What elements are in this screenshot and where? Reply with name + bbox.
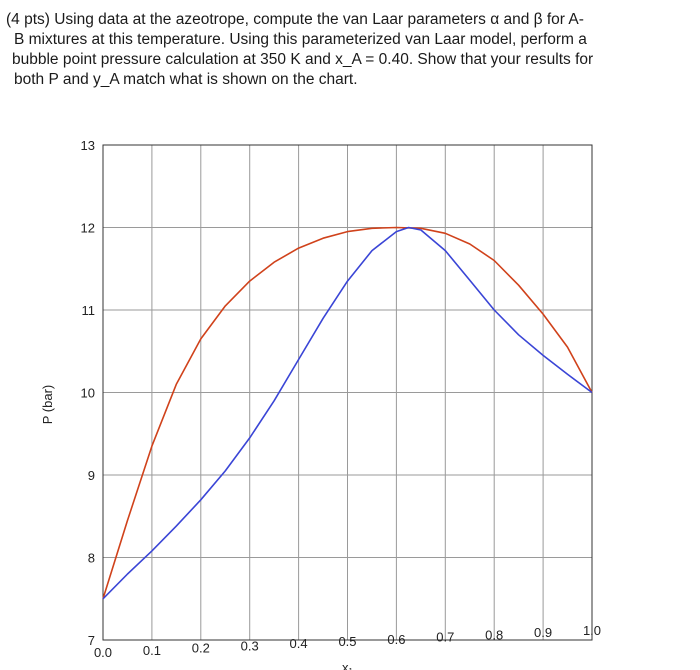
x-tick-label: 0.1 bbox=[143, 643, 161, 658]
x-tick-label: 0.6 bbox=[387, 632, 405, 647]
question-line-4: both P and y_A match what is shown on th… bbox=[14, 71, 358, 88]
y-tick-label: 10 bbox=[81, 386, 95, 401]
x-tick-label: 0.0 bbox=[94, 645, 112, 660]
series bbox=[102, 226, 593, 600]
tick-labels: 0.0 0.1 0.2 0.3 0.4 0.5 0.6 0.7 0.8 0.9 1.0 7 8 9 10 11… bbox=[81, 138, 602, 660]
y-tick-label: 12 bbox=[81, 221, 95, 236]
x-axis-label: x₁ bbox=[342, 660, 354, 670]
question-text: (4 pts) Using data at the azeotrope, com… bbox=[6, 10, 696, 90]
question-line-1: (4 pts) Using data at the azeotrope, com… bbox=[6, 11, 584, 28]
x-tick-label: 0.4 bbox=[290, 636, 308, 651]
y-tick-label: 7 bbox=[88, 633, 95, 648]
y-tick-label: 11 bbox=[82, 303, 96, 318]
x-tick-label: 1.0 bbox=[583, 623, 601, 638]
y-tick-label: 9 bbox=[88, 468, 95, 483]
question-line-3: bubble point pressure calculation at 350… bbox=[12, 51, 594, 68]
x-tick-label: 0.5 bbox=[338, 634, 356, 649]
x-tick-label: 0.8 bbox=[485, 627, 503, 642]
x-tick-label: 0.7 bbox=[436, 630, 454, 645]
y-axis-label: P (bar) bbox=[40, 385, 55, 425]
question-line-2: B mixtures at this temperature. Using th… bbox=[14, 31, 587, 48]
x-tick-label: 0.2 bbox=[192, 641, 210, 656]
x-tick-label: 0.9 bbox=[534, 625, 552, 640]
x-tick-label: 0.3 bbox=[241, 638, 259, 653]
series-line-blue bbox=[102, 226, 593, 600]
y-tick-label: 13 bbox=[81, 138, 95, 153]
y-tick-label: 8 bbox=[88, 551, 95, 566]
series-line-red bbox=[102, 226, 593, 600]
grid bbox=[102, 144, 593, 641]
